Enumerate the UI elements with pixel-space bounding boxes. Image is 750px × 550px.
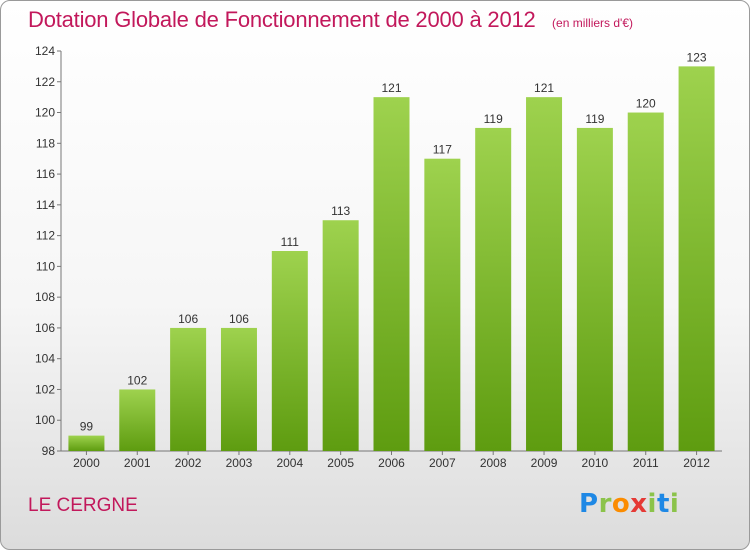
logo-letter: r [598,489,612,519]
data-label-2008: 119 [484,112,503,126]
x-tick-label: 2008 [480,456,507,470]
data-label-2012: 123 [687,50,707,64]
x-tick-label: 2006 [378,456,405,470]
bar-2006 [373,97,410,452]
y-tick-label: 118 [36,136,55,150]
y-tick-label: 124 [35,44,55,58]
y-tick-label: 98 [42,444,56,458]
bar-2012 [678,66,715,451]
data-label-2002: 106 [178,312,198,326]
proxiti-logo: Proxiti [579,489,679,519]
place-name: LE CERGNE [28,495,138,516]
y-tick-label: 122 [35,75,55,89]
data-label-2006: 121 [381,81,401,95]
bars [68,66,715,452]
y-tick-label: 116 [36,167,55,181]
y-tick-label: 102 [35,382,55,396]
data-label-2010: 119 [585,112,604,126]
x-tick-label: 2007 [429,456,456,470]
logo-letter: x [630,489,648,519]
bar-2008 [475,127,512,451]
x-tick-label: 2003 [226,456,253,470]
y-tick-label: 112 [36,229,55,243]
data-label-2009: 121 [534,81,554,95]
x-tick-label: 2002 [175,456,202,470]
chart-unit: (en milliers d'€) [552,16,634,30]
y-tick-label: 104 [35,352,55,366]
data-label-2003: 106 [229,312,249,326]
x-tick-label: 2010 [582,456,609,470]
logo-letter: i [647,489,657,519]
bar-2001 [119,389,156,451]
bar-2002 [170,327,207,451]
bar-2003 [220,327,257,451]
bar-2009 [526,97,563,452]
x-tick-label: 2011 [633,456,659,470]
data-label-2004: 111 [281,235,300,249]
y-tick-label: 108 [35,290,55,304]
bar-2007 [424,158,461,451]
chart-title: Dotation Globale de Fonctionnement de 20… [28,7,536,32]
logo-letter: o [611,489,631,519]
data-labels: 99 102 106 106 111 113 121 117 119 121 119 120 123 [80,50,707,433]
y-tick-label: 114 [36,198,55,212]
bar-2011 [627,112,664,452]
title-row: Dotation Globale de Fonctionnement de 20… [28,7,633,33]
data-label-2000: 99 [80,420,94,434]
data-label-2007: 117 [433,143,452,157]
x-tick-label: 2005 [327,456,354,470]
logo-letter: t [656,489,670,519]
y-tick-label: 120 [35,106,55,120]
y-tick-label: 100 [35,413,55,427]
x-axis: 2000 2001 2002 2003 2004 2005 2006 2007 2008 2009… [61,450,722,470]
x-tick-label: 2012 [683,456,710,470]
bar-2000 [68,435,105,451]
x-tick-label: 2004 [276,456,303,470]
bar-2004 [271,251,308,451]
data-label-2011: 120 [636,97,656,111]
data-label-2001: 102 [127,373,147,387]
y-axis: 98 100 102 104 106 108 110 112 114 116 118 120 122 12… [35,44,62,458]
y-tick-label: 110 [36,259,55,273]
bar-2010 [576,127,613,451]
bar-2005 [322,220,359,451]
logo-letter: P [579,489,599,519]
logo-letter: i [669,489,680,519]
data-label-2005: 113 [331,204,350,218]
y-tick-label: 106 [35,321,55,335]
x-tick-label: 2001 [124,456,151,470]
x-tick-label: 2000 [73,456,100,470]
x-tick-label: 2009 [531,456,558,470]
